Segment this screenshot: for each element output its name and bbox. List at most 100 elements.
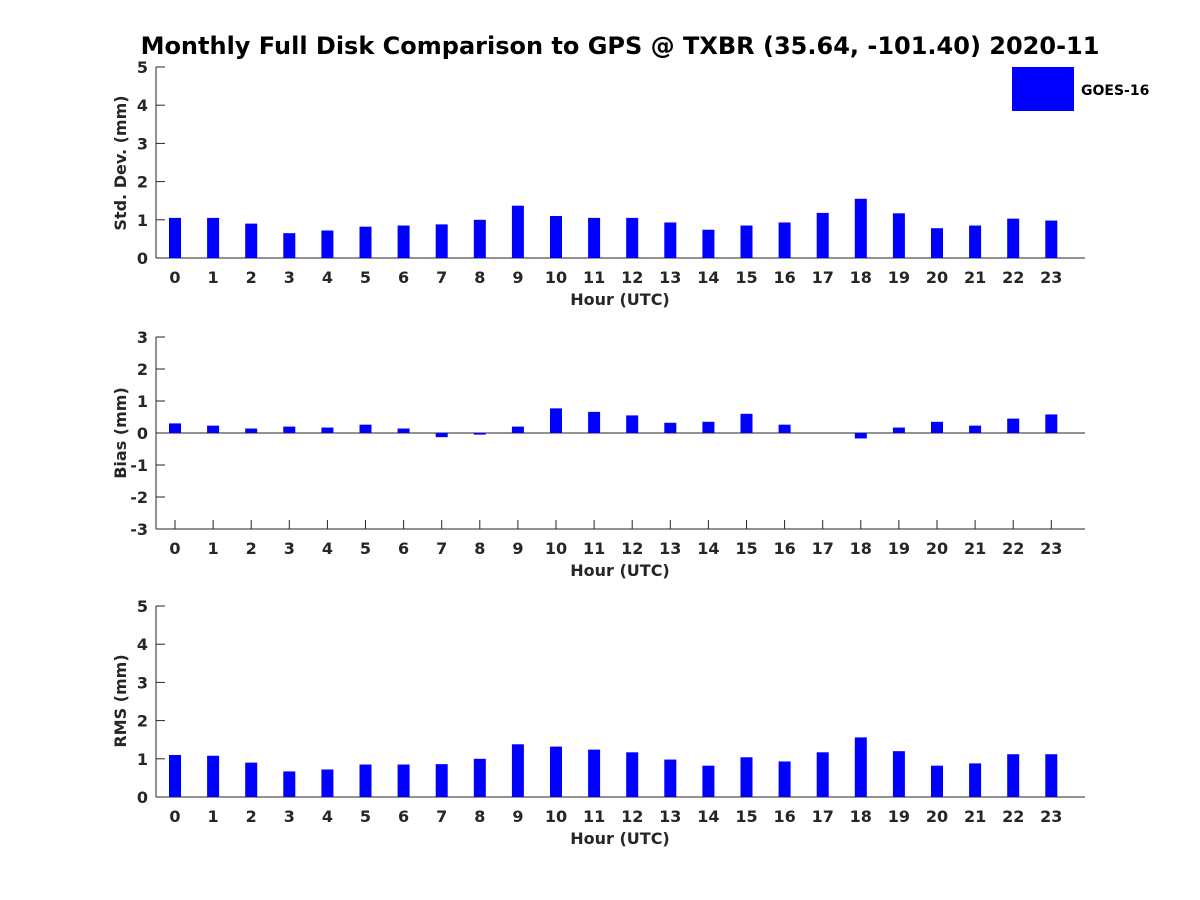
x-tick-label: 16: [773, 807, 795, 826]
bar: [169, 423, 181, 433]
x-tick-label: 7: [436, 539, 447, 558]
x-tick-label: 23: [1040, 539, 1062, 558]
legend-label: GOES-16: [1081, 83, 1149, 99]
x-tick-label: 17: [812, 268, 834, 287]
x-tick-label: 4: [322, 539, 333, 558]
x-tick-label: 18: [850, 268, 872, 287]
bar: [207, 425, 220, 433]
x-tick-label: 1: [208, 268, 219, 287]
x-tick-label: 0: [169, 807, 180, 826]
x-tick-label: 15: [735, 539, 757, 558]
x-tick-label: 9: [512, 268, 523, 287]
x-axis-label: Hour (UTC): [570, 829, 670, 848]
x-tick-label: 2: [246, 807, 257, 826]
y-tick-label: 0: [137, 424, 148, 443]
bar: [283, 426, 296, 433]
bar: [702, 765, 715, 797]
y-tick-label: 1: [137, 392, 148, 411]
x-tick-label: 8: [474, 539, 485, 558]
bar: [588, 411, 601, 433]
bar: [969, 763, 982, 797]
bar: [588, 217, 601, 258]
x-tick-label: 13: [659, 268, 681, 287]
bar: [511, 205, 524, 258]
bar: [854, 433, 867, 439]
x-tick-label: 4: [322, 807, 333, 826]
bar: [169, 754, 181, 797]
bar: [626, 217, 639, 258]
x-tick-label: 20: [926, 807, 948, 826]
x-tick-label: 19: [888, 268, 910, 287]
bar: [702, 421, 715, 433]
x-tick-label: 10: [545, 539, 567, 558]
bar: [245, 223, 258, 258]
legend: GOES-16: [1012, 67, 1149, 111]
bar: [473, 758, 486, 797]
bar: [1045, 414, 1058, 433]
y-tick-label: -3: [130, 520, 148, 539]
x-tick-label: 11: [583, 539, 605, 558]
x-tick-label: 10: [545, 807, 567, 826]
x-tick-label: 12: [621, 807, 643, 826]
x-tick-label: 3: [284, 539, 295, 558]
x-tick-label: 16: [773, 268, 795, 287]
bar: [169, 217, 181, 258]
x-tick-label: 3: [284, 268, 295, 287]
bar: [969, 225, 982, 258]
x-tick-label: 7: [436, 268, 447, 287]
bar: [626, 752, 639, 797]
bar: [740, 757, 753, 797]
y-tick-label: 0: [137, 788, 148, 807]
bar: [892, 427, 905, 433]
chart-title: Monthly Full Disk Comparison to GPS @ TX…: [141, 32, 1100, 60]
bar: [359, 424, 372, 433]
bar: [207, 755, 220, 797]
x-tick-label: 11: [583, 807, 605, 826]
bar: [1045, 754, 1058, 797]
x-tick-label: 23: [1040, 807, 1062, 826]
bar: [550, 746, 562, 797]
x-tick-label: 14: [697, 539, 719, 558]
bar: [740, 413, 753, 433]
y-tick-label: 1: [137, 211, 148, 230]
x-tick-label: 12: [621, 539, 643, 558]
bar: [778, 424, 791, 433]
x-tick-label: 15: [735, 807, 757, 826]
y-tick-label: 3: [137, 328, 148, 347]
bar: [854, 198, 867, 258]
bar: [816, 212, 829, 258]
bar: [1045, 220, 1058, 258]
x-tick-label: 8: [474, 268, 485, 287]
bar: [1007, 218, 1020, 258]
x-tick-label: 9: [512, 807, 523, 826]
bar: [245, 762, 258, 797]
x-tick-label: 17: [812, 539, 834, 558]
x-axis-label: Hour (UTC): [570, 561, 670, 580]
bar: [321, 230, 334, 258]
y-tick-label: 1: [137, 750, 148, 769]
bar: [931, 765, 943, 797]
x-tick-label: 2: [246, 539, 257, 558]
y-tick-label: 5: [137, 597, 148, 616]
y-axis-label: RMS (mm): [111, 654, 130, 747]
y-tick-label: 3: [137, 673, 148, 692]
x-tick-label: 13: [659, 807, 681, 826]
bar: [283, 771, 296, 797]
bar: [588, 749, 601, 797]
x-tick-label: 20: [926, 268, 948, 287]
bar: [664, 422, 677, 433]
y-tick-label: -1: [130, 456, 148, 475]
bar: [435, 224, 448, 258]
bar: [245, 428, 258, 433]
x-tick-label: 16: [773, 539, 795, 558]
x-tick-label: 19: [888, 807, 910, 826]
x-tick-label: 15: [735, 268, 757, 287]
bar: [359, 226, 372, 258]
x-tick-label: 1: [208, 539, 219, 558]
bar: [473, 219, 486, 258]
bar: [740, 225, 753, 258]
